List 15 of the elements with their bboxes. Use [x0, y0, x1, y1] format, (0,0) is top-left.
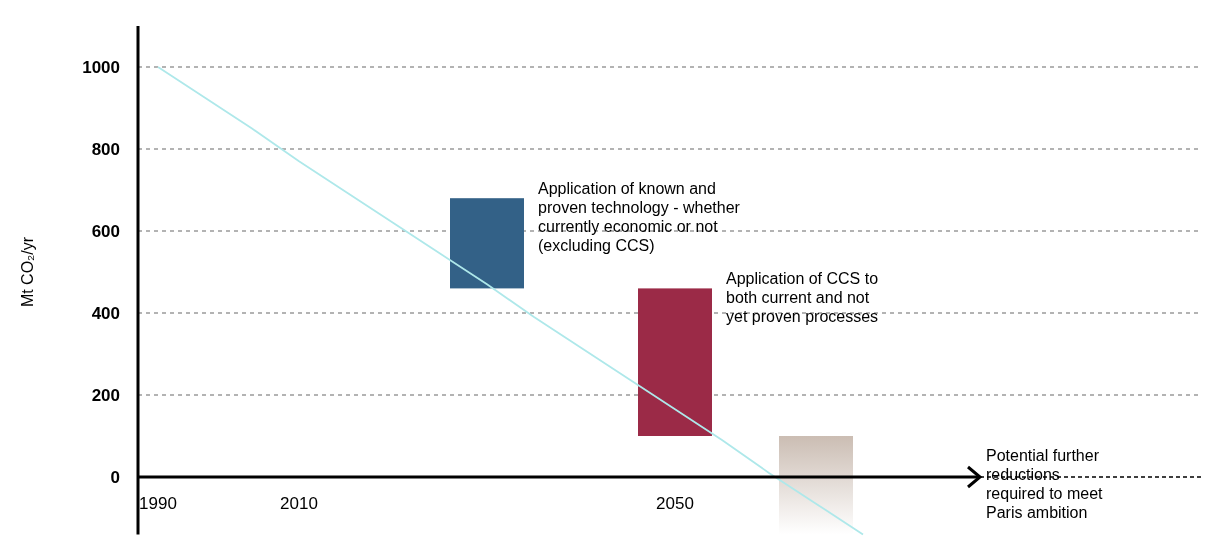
y-axis-title: Mt CO₂/yr	[19, 236, 36, 308]
x-tick-label: 2050	[656, 494, 694, 513]
y-tick-label: 1000	[82, 57, 120, 77]
bar	[638, 288, 712, 436]
y-tick-label: 800	[91, 139, 120, 159]
annotation: Application of CCS to both current and not yet proven processes	[726, 270, 879, 326]
x-tick-label: 1990	[139, 494, 177, 513]
bar	[450, 198, 524, 289]
y-tick-label: 600	[91, 221, 120, 241]
text: Potential further reductions required to meet Paris ambition	[986, 447, 1104, 521]
x-tick-label: 2010	[280, 494, 318, 513]
y-tick-label: 200	[91, 385, 120, 405]
y-tick-label: 400	[91, 303, 120, 323]
y-tick-label: 0	[110, 467, 120, 487]
annotation: Application of known and proven technology - whether currently economic or not (excluding CCS)	[538, 180, 741, 255]
